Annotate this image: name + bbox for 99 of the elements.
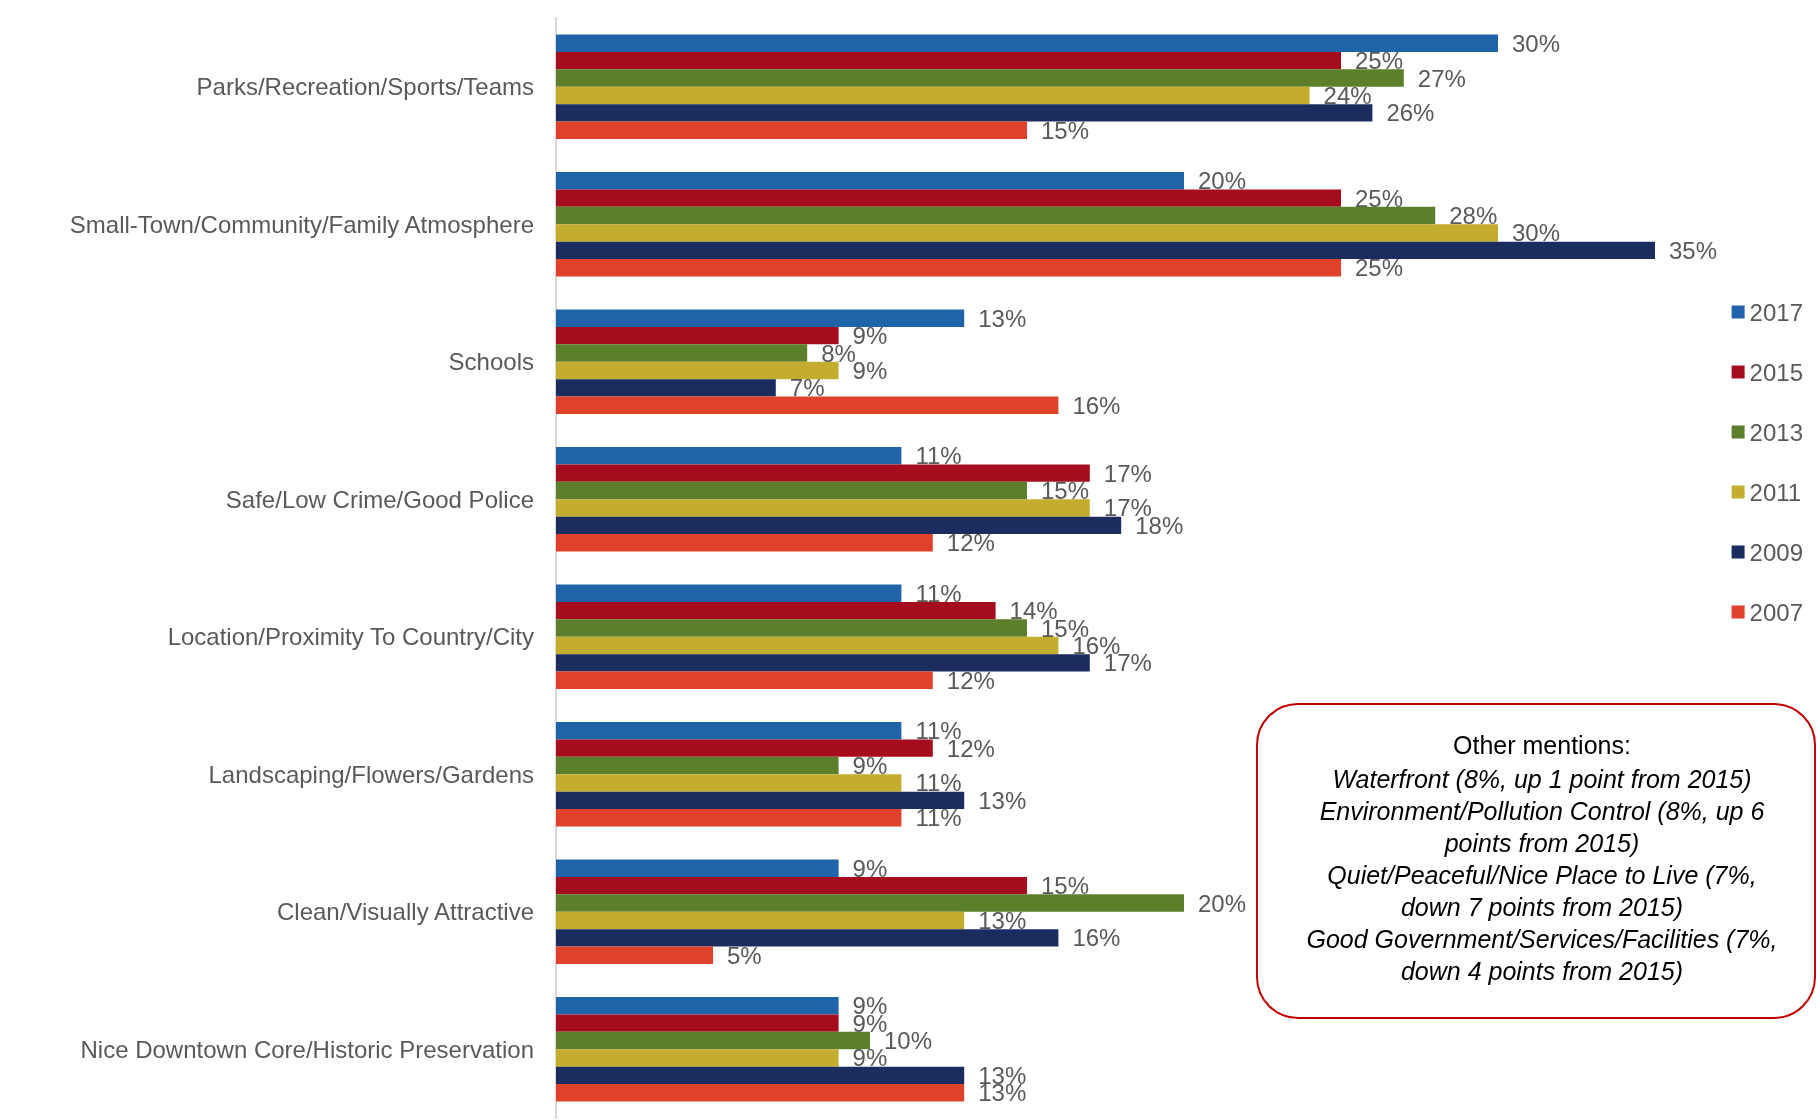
data-label: 26%: [1386, 99, 1435, 127]
bar: [556, 206, 1436, 225]
bar: [556, 1049, 839, 1067]
legend-label: 2017: [1749, 298, 1803, 326]
bar: [556, 722, 902, 740]
data-label: 12%: [946, 529, 995, 557]
bar: [556, 259, 1341, 277]
data-label: 17%: [1103, 459, 1152, 487]
data-label: 16%: [1072, 924, 1121, 952]
data-label: 35%: [1669, 236, 1718, 264]
data-label: 20%: [1198, 167, 1247, 195]
bar: [556, 876, 1027, 895]
y-tick-label: Landscaping/Flowers/Gardens: [208, 760, 534, 788]
annotation: Environment/Pollution Control (8%, up 6 points from 2015): [1318, 796, 1766, 859]
annotation: Good Government/Services/Facilities (7%, down 4 points from 2015): [1305, 924, 1779, 987]
data-label: 28%: [1449, 202, 1498, 230]
legend-label: 2013: [1749, 418, 1803, 446]
bar: [556, 104, 1373, 122]
data-label: 16%: [1072, 391, 1121, 419]
bar: [556, 601, 996, 620]
data-label: 11%: [915, 769, 962, 797]
bar: [556, 241, 1655, 260]
y-tick-label: Clean/Visually Attractive: [276, 898, 534, 926]
bar: [556, 224, 1498, 242]
data-label: 12%: [946, 666, 995, 694]
bar: [556, 946, 713, 964]
bar: [556, 774, 902, 792]
bar: [556, 379, 776, 397]
data-label: 30%: [1512, 29, 1561, 57]
y-tick-label: Parks/Recreation/Sports/Teams: [196, 73, 534, 101]
data-label: 27%: [1417, 64, 1466, 92]
data-label: 15%: [1041, 872, 1090, 900]
data-label: 25%: [1355, 254, 1404, 282]
bar: [556, 997, 839, 1015]
data-label: 20%: [1198, 889, 1247, 917]
bar: [556, 1014, 839, 1032]
data-label: 15%: [1041, 477, 1090, 505]
bar: [556, 464, 1090, 482]
bar: [556, 894, 1184, 912]
data-label: 13%: [978, 906, 1027, 934]
bar: [556, 121, 1027, 139]
data-label: 25%: [1355, 47, 1404, 75]
data-label: 9%: [852, 322, 888, 350]
bar: [556, 739, 933, 757]
y-tick-label: Schools: [448, 348, 534, 376]
bar: [556, 1031, 870, 1050]
data-label: 13%: [978, 786, 1027, 814]
bar: [556, 51, 1341, 70]
data-label: 25%: [1355, 184, 1404, 212]
y-tick-label: Safe/Low Crime/Good Police: [225, 485, 534, 513]
annotation: Quiet/Peaceful/Nice Place to Live (7%, down 7 points from 2015): [1326, 860, 1758, 923]
bar: [556, 1066, 965, 1085]
bar: [556, 447, 902, 465]
data-label: 15%: [1041, 116, 1090, 144]
bar: [556, 516, 1122, 535]
bar: [556, 791, 965, 810]
legend-label: 2011: [1749, 478, 1802, 506]
bar: [556, 499, 1090, 517]
data-label: 9%: [852, 752, 888, 780]
data-label: 11%: [915, 804, 962, 832]
bar: [556, 34, 1498, 52]
bar: [556, 809, 902, 827]
bar: [556, 911, 965, 930]
legend-label: 2015: [1749, 358, 1803, 386]
bar: [556, 361, 839, 380]
bar: [556, 86, 1310, 105]
bar: [556, 584, 902, 602]
bar: [556, 326, 839, 345]
annotation: Other mentions:: [1452, 730, 1632, 761]
data-label: 11%: [915, 579, 962, 607]
data-label: 13%: [978, 304, 1027, 332]
bar: [556, 636, 1059, 655]
data-label: 7%: [789, 374, 825, 402]
bar: [556, 859, 839, 877]
bar: [556, 671, 933, 689]
data-label: 11%: [915, 442, 962, 470]
bar: [556, 309, 965, 327]
bar: [556, 481, 1027, 500]
bar: [556, 534, 933, 552]
annotation: Waterfront (8%, up 1 point from 2015): [1331, 764, 1753, 795]
bar: [556, 189, 1341, 207]
bar: [556, 344, 808, 362]
bar: [556, 756, 839, 775]
bar: [556, 619, 1027, 637]
legend-label: 2009: [1749, 538, 1803, 566]
y-tick-label: Nice Downtown Core/Historic Preservation: [80, 1035, 534, 1063]
data-label: 5%: [727, 941, 762, 969]
data-label: 9%: [852, 854, 888, 882]
bar: [556, 69, 1404, 87]
bar: [556, 172, 1184, 190]
bar: [556, 929, 1059, 947]
legend-label: 2007: [1749, 598, 1803, 626]
y-tick-label: Location/Proximity To Country/City: [167, 623, 534, 651]
data-label: 24%: [1323, 81, 1372, 109]
y-tick-label: Small-Town/Community/Family Atmosphere: [69, 210, 534, 238]
bar: [556, 1084, 965, 1102]
bar: [556, 654, 1090, 672]
data-label: 30%: [1512, 219, 1561, 247]
bar: [556, 396, 1059, 414]
